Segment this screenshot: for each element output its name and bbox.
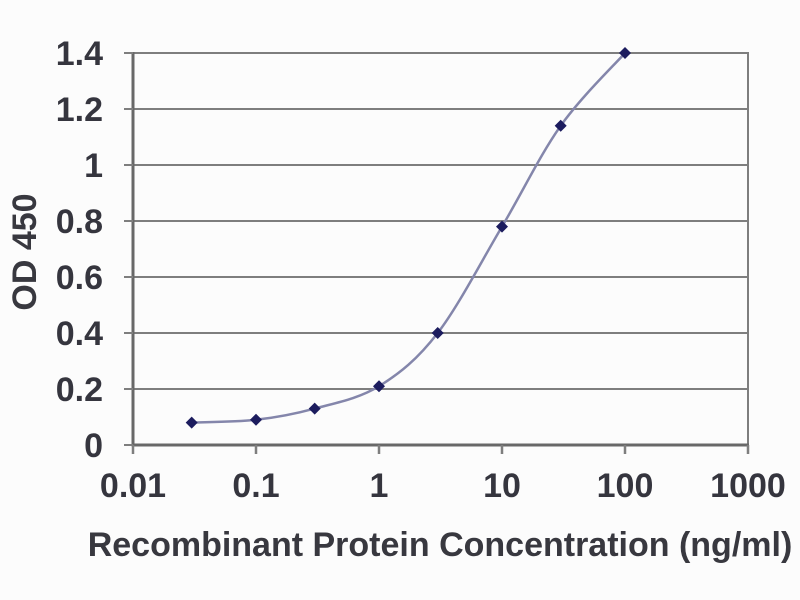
data-point-marker-2 bbox=[308, 402, 321, 415]
data-series-layer bbox=[185, 47, 631, 429]
series-line bbox=[190, 51, 627, 424]
y-tick-label: 0.4 bbox=[56, 315, 103, 353]
data-point-marker-0 bbox=[185, 416, 198, 429]
y-axis-title: OD 450 bbox=[6, 193, 44, 310]
data-point-marker-4 bbox=[431, 327, 444, 339]
axis-layer bbox=[124, 52, 750, 454]
data-point-marker-5 bbox=[496, 220, 508, 233]
data-point-marker-1 bbox=[250, 413, 262, 426]
x-tick-label: 0.01 bbox=[100, 467, 166, 505]
y-tick-label: 1 bbox=[84, 147, 103, 185]
y-tick-label: 1.4 bbox=[56, 35, 103, 73]
y-tick-label: 0 bbox=[84, 427, 103, 465]
x-tick-label: 0.1 bbox=[232, 467, 279, 505]
data-point-marker-6 bbox=[554, 119, 567, 132]
x-tick-label: 10 bbox=[483, 467, 521, 505]
data-point-marker-3 bbox=[373, 380, 385, 393]
gridline-layer bbox=[133, 52, 748, 390]
y-tick-label: 0.8 bbox=[56, 203, 103, 241]
x-tick-label: 1000 bbox=[710, 467, 786, 505]
x-axis-title: Recombinant Protein Concentration (ng/ml… bbox=[88, 526, 793, 564]
y-tick-label: 1.2 bbox=[56, 91, 103, 129]
x-tick-label: 1 bbox=[370, 467, 389, 505]
y-tick-label: 0.2 bbox=[56, 371, 103, 409]
x-tick-label: 100 bbox=[597, 467, 654, 505]
y-tick-label: 0.6 bbox=[56, 259, 103, 297]
tick-label-layer: 0 0.2 0.4 0.6 0.8 1 1.2 1.4 0.01 0.1 1 10 100 1000 bbox=[56, 35, 786, 505]
data-point-marker-7 bbox=[619, 47, 631, 59]
